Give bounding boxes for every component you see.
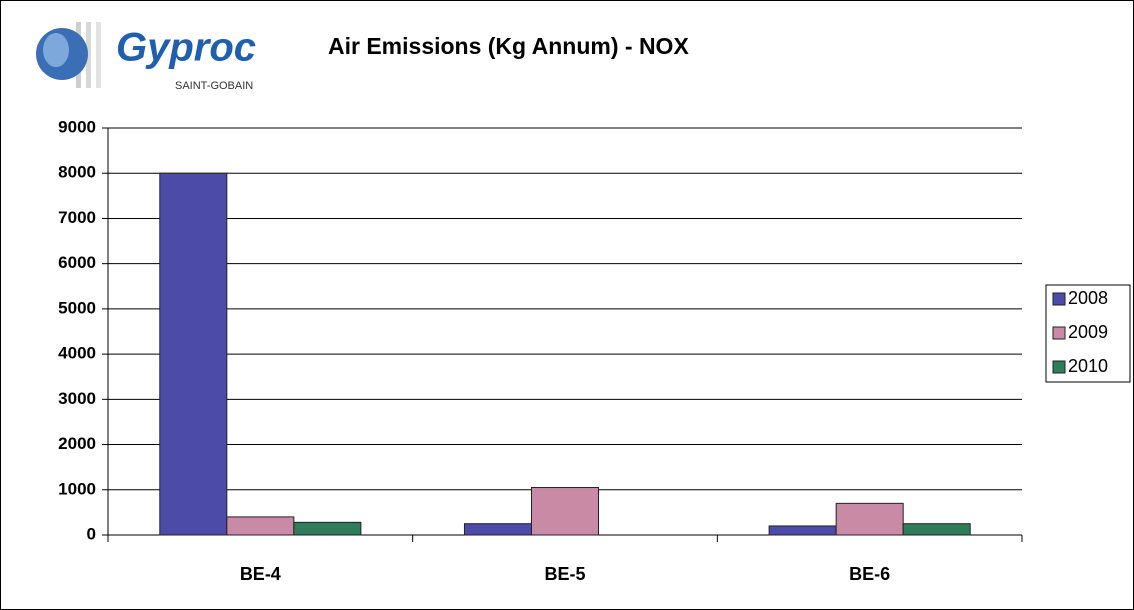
logo-stripe — [96, 22, 101, 88]
legend-swatch — [1052, 360, 1066, 374]
y-tick-label: 4000 — [58, 344, 96, 363]
logo: Gyproc SAINT-GOBAIN — [36, 22, 256, 92]
x-tick-label: BE-4 — [240, 564, 281, 584]
legend-label: 2010 — [1068, 356, 1108, 376]
logo-name: Gyproc — [116, 26, 256, 70]
legend-swatch — [1052, 292, 1066, 306]
y-tick-label: 1000 — [58, 479, 96, 498]
logo-subtitle: SAINT-GOBAIN — [175, 80, 253, 92]
bar — [902, 523, 971, 536]
bar — [463, 523, 532, 536]
y-tick-label: 5000 — [58, 298, 96, 317]
y-tick-label: 7000 — [58, 208, 96, 227]
bar — [293, 521, 362, 536]
bar — [530, 487, 600, 536]
legend-label: 2008 — [1068, 288, 1108, 308]
legend-swatch — [1052, 326, 1066, 340]
bar — [768, 525, 837, 536]
y-tick-label: 9000 — [58, 117, 96, 136]
x-tick-label: BE-5 — [544, 564, 585, 584]
y-tick-label: 6000 — [58, 253, 96, 272]
chart-title: Air Emissions (Kg Annum) - NOX — [328, 33, 689, 59]
logo-globe-land — [43, 33, 69, 67]
bar — [226, 516, 295, 536]
bar — [835, 502, 904, 536]
bar — [159, 172, 228, 536]
y-tick-label: 8000 — [58, 163, 96, 182]
y-tick-label: 0 — [87, 524, 96, 543]
legend-label: 2009 — [1068, 322, 1108, 342]
x-tick-label: BE-6 — [849, 564, 890, 584]
y-tick-label: 2000 — [58, 434, 96, 453]
y-tick-label: 3000 — [58, 389, 96, 408]
logo-stripe — [86, 22, 91, 88]
